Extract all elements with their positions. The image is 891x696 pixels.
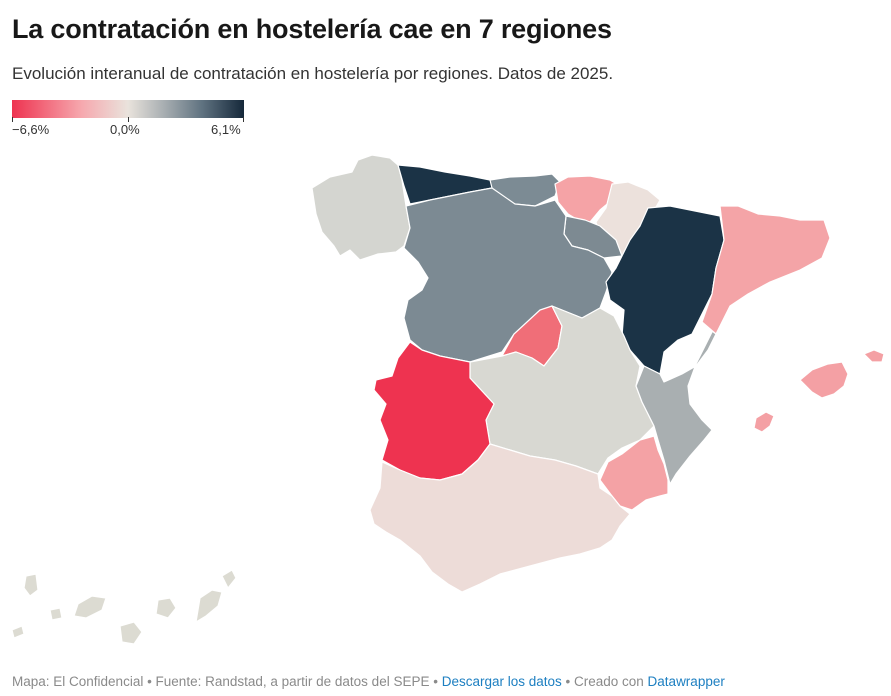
datawrapper-link[interactable]: Datawrapper	[647, 674, 725, 689]
spain-regions-map: Galicia Asturias Cantabria País Vasco Na…	[11, 154, 885, 645]
region-canarias-gran-canaria-alt[interactable]: Canarias	[119, 621, 143, 645]
region-canarias-fuerteventura[interactable]: Canarias	[195, 589, 223, 623]
region-baleares-mallorca[interactable]: Islas Baleares	[799, 361, 849, 399]
region-valencia[interactable]: Comunidad Valenciana	[635, 321, 717, 485]
legend-tick-min	[12, 117, 13, 122]
chart-title: La contratación en hostelería cae en 7 r…	[12, 14, 612, 44]
legend-tick-mid	[128, 117, 129, 122]
region-cataluna[interactable]: Cataluña	[701, 205, 831, 335]
legend-tick-max	[243, 117, 244, 122]
legend-max-label: 6,1%	[211, 122, 241, 137]
footer-credit: Mapa: El Confidencial • Fuente: Randstad…	[12, 674, 442, 689]
legend-gradient-bar	[12, 100, 244, 118]
region-canarias-lanzarote[interactable]: Canarias	[221, 569, 237, 589]
legend-mid-label: 0,0%	[110, 122, 140, 137]
region-canarias-tenerife[interactable]: Canarias	[73, 595, 107, 619]
region-baleares-menorca[interactable]: Islas Baleares	[863, 349, 885, 363]
chart-subtitle: Evolución interanual de contratación en …	[12, 64, 614, 83]
region-canarias-la-gomera[interactable]: Canarias	[49, 607, 63, 621]
region-murcia[interactable]: Murcia	[599, 435, 669, 511]
region-galicia[interactable]: Galicia	[311, 154, 411, 261]
download-data-link[interactable]: Descargar los datos	[441, 674, 562, 689]
footer-created-with: • Creado con	[561, 674, 648, 689]
legend-min-label: −6,6%	[12, 122, 50, 137]
region-pais-vasco[interactable]: País Vasco	[554, 175, 621, 223]
region-andalucia[interactable]: Andalucía	[369, 443, 631, 593]
region-canarias-el-hierro[interactable]: Canarias	[11, 625, 25, 639]
map-footer: Mapa: El Confidencial • Fuente: Randstad…	[12, 674, 725, 689]
region-canarias-la-palma[interactable]: Canarias	[23, 573, 39, 597]
region-canarias-gran-canaria[interactable]: Canarias	[155, 597, 177, 619]
region-baleares-ibiza[interactable]: Islas Baleares	[753, 411, 775, 433]
color-legend: −6,6% 0,0% 6,1%	[12, 100, 244, 140]
